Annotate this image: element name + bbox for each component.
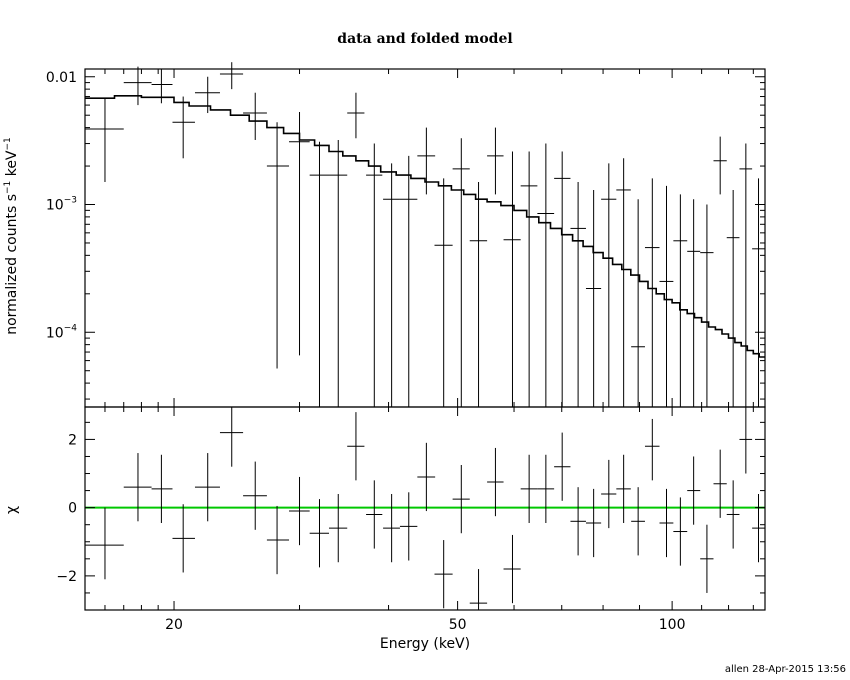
residual-point [85,507,124,580]
residual-point [687,456,701,525]
residual-point [601,459,617,529]
data-point [487,127,504,195]
x-tick-label: 100 [659,617,686,633]
data-point [570,182,586,407]
residual-point [570,487,586,556]
data-point [752,178,765,407]
data-point [219,62,244,90]
data-point [417,127,436,195]
y-tick-label: 0 [68,501,77,517]
data-point [739,143,753,407]
data-point [366,143,383,407]
residual-point [417,442,436,512]
residual-point [329,494,348,563]
residual-point [487,447,504,517]
residual-point [452,465,470,534]
data-point [123,66,152,106]
residual-point [434,540,453,609]
residual-point [219,407,244,467]
residual-point [644,418,660,481]
model-step-line [85,95,765,358]
residual-point [673,497,688,566]
data-point [631,199,645,407]
data-point [399,155,418,407]
residual-point [366,480,383,549]
residual-point [537,454,555,523]
data-point [537,143,555,407]
data-point [554,151,571,407]
residual-point [309,499,330,568]
data-point [243,92,267,140]
residual-point [585,488,602,558]
residual-point [469,569,488,610]
data-point [194,76,220,114]
residual-point [616,454,631,523]
residual-point [520,454,538,523]
x-axis-label: Energy (keV) [380,636,470,652]
data-point [151,69,173,104]
data-point [452,138,470,407]
data-point [347,92,365,139]
chart-title: data and folded model [337,31,512,47]
data-point [616,158,631,407]
bottom-panel-frame [84,406,766,611]
footer-timestamp: allen 28-Apr-2015 13:56 [725,664,846,675]
y-tick-label: 2 [68,432,77,448]
residual-point [383,494,400,563]
y-tick-label: 10−4 [46,323,77,341]
data-point [726,189,740,407]
data-point [172,96,195,159]
top-panel-frame [84,68,766,408]
data-point [503,151,521,407]
residual-point [713,449,727,518]
data-point [329,139,348,407]
data-point [520,151,538,407]
residual-point [347,412,365,481]
data-point [289,111,310,356]
x-tick-label: 50 [449,617,467,633]
residual-point [172,504,195,573]
y-tick-label: −2 [56,569,77,585]
residual-point [266,505,290,575]
residual-point [659,488,674,558]
residual-point [151,454,173,523]
residual-point [123,453,152,522]
residual-point [631,487,645,556]
data-point [673,194,688,407]
data-point [713,136,727,195]
residual-point [700,524,714,593]
residual-point [554,432,571,501]
residual-point [194,453,220,522]
residual-point [399,492,418,561]
data-point [85,98,124,183]
data-point [585,189,602,407]
residual-point [289,476,310,546]
data-point [266,122,290,369]
y-tick-label: 0.01 [46,70,77,86]
data-point [644,178,660,407]
y-tick-label: 10−3 [46,196,77,214]
residual-point [726,480,740,549]
residual-point [752,494,765,563]
data-point [659,185,674,407]
top-y-axis-label: normalized counts s−1 keV−1 [3,137,20,335]
top-panel: 0.01 10−3 10−4 [46,62,766,408]
data-point [687,199,701,407]
data-point [309,141,330,407]
residual-point [243,461,267,530]
residual-point [739,407,753,474]
data-point [700,204,714,407]
bottom-y-axis-label: χ [4,506,20,514]
data-point [469,182,488,407]
data-point [601,163,617,407]
data-point [434,178,453,407]
data-point [383,163,400,407]
x-tick-label: 20 [165,617,183,633]
residual-point [503,534,521,604]
